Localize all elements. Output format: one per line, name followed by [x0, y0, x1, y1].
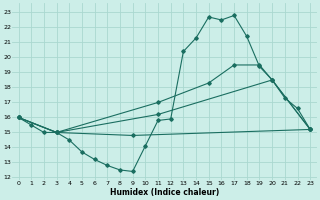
X-axis label: Humidex (Indice chaleur): Humidex (Indice chaleur): [110, 188, 219, 197]
